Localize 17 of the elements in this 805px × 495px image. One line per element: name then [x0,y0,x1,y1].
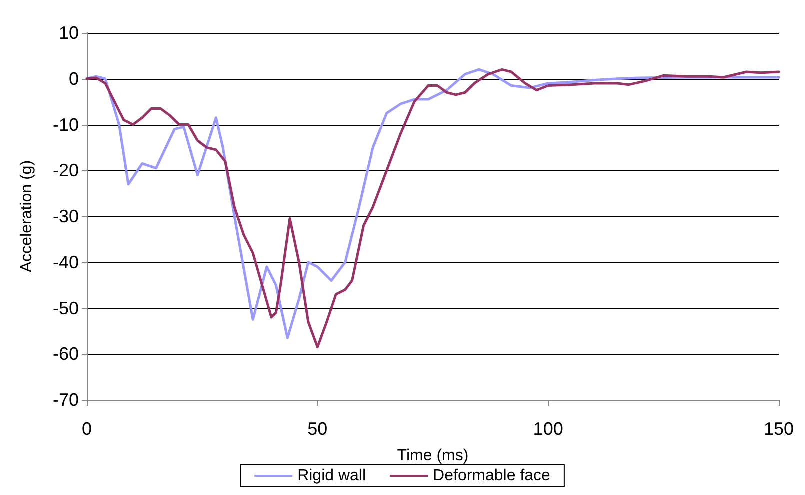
x-tick-label: 150 [764,419,794,439]
x-axis-title: Time (ms) [397,448,469,464]
legend-label: Deformable face [433,468,551,484]
y-tick-label: 0 [68,68,79,89]
y-tick-label: -50 [52,298,79,318]
y-tick-label: 10 [58,23,79,43]
y-tick-label: -20 [52,160,79,181]
y-tick-label: -70 [52,390,79,410]
y-tick-label: -40 [52,252,79,272]
x-tick-label: 100 [533,419,564,439]
x-tick-label: 0 [82,419,92,439]
y-tick-label: -30 [52,206,79,226]
y-tick-label: -10 [52,114,79,135]
y-axis-title: Acceleration (g) [18,160,36,273]
y-tick-label: -60 [52,344,79,364]
legend-label: Rigid wall [298,468,366,484]
x-tick-label: 50 [308,419,328,439]
